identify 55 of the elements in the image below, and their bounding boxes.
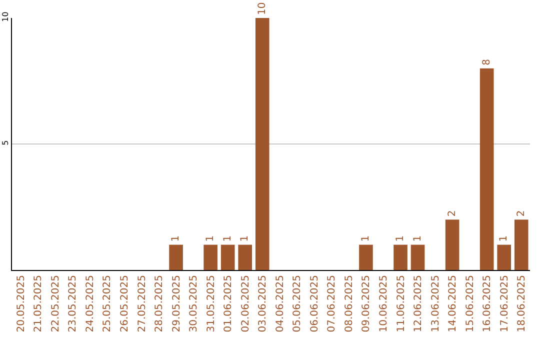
data-label: 1 [360,235,372,242]
x-tick-label: 24.05.2025 [84,275,96,332]
bar [497,244,512,270]
x-tick-label: 28.05.2025 [154,275,166,332]
bar [220,244,235,270]
bar [169,244,183,270]
x-tick-label: 22.05.2025 [50,275,62,332]
x-tick-label: 16.06.2025 [482,275,494,332]
x-tick-label: 13.06.2025 [430,275,442,332]
x-tick-label: 30.05.2025 [188,275,200,332]
data-label: 8 [481,59,492,66]
x-tick-label: 17.06.2025 [499,275,510,332]
x-tick-label: 09.06.2025 [361,275,372,332]
bar [255,18,270,270]
y-tick-label: 5 [0,140,10,146]
bar [410,244,425,270]
data-label: 2 [516,210,527,217]
data-label: 2 [446,210,458,217]
bar [359,244,373,270]
x-tick-label: 06.06.2025 [309,275,320,332]
x-tick-label: 12.06.2025 [413,275,424,332]
x-tick-label: 23.05.2025 [68,275,79,332]
bar [394,244,408,270]
x-tick-label: 29.05.2025 [171,275,182,332]
x-tick-label: 08.06.2025 [344,275,355,332]
data-label: 1 [222,235,234,242]
bar [480,68,494,270]
data-label: 1 [498,235,510,242]
x-tick-label: 18.06.2025 [516,275,528,332]
x-tick-label: 21.05.2025 [33,275,44,332]
x-tick-label: 03.06.2025 [258,275,269,332]
x-tick-label: 10.06.2025 [378,275,390,332]
bar [514,220,528,270]
bar [445,220,460,270]
x-tick-label: 02.06.2025 [240,275,252,332]
x-tick-label: 20.05.2025 [16,275,27,332]
data-label: 1 [412,235,424,242]
data-label: 1 [205,235,216,242]
data-label: 1 [170,235,182,242]
x-tick-label: 15.06.2025 [464,275,476,332]
x-tick-label: 14.06.2025 [448,275,459,332]
x-tick-label: 31.05.2025 [206,275,217,332]
x-tick-label: 01.06.2025 [223,275,234,332]
x-tick-label: 04.06.2025 [274,275,286,332]
bar [238,244,252,270]
data-label: 10 [256,2,268,15]
x-tick-label: 05.06.2025 [292,275,304,332]
data-label: 1 [395,235,406,242]
x-tick-label: 25.05.2025 [102,275,114,332]
x-tick-label: 26.05.2025 [119,275,130,332]
x-tick-label: 27.05.2025 [136,275,148,332]
x-tick-label: 11.06.2025 [396,275,407,332]
data-label: 1 [240,235,251,242]
x-tick-label: 07.06.2025 [326,275,338,332]
bar [204,244,218,270]
